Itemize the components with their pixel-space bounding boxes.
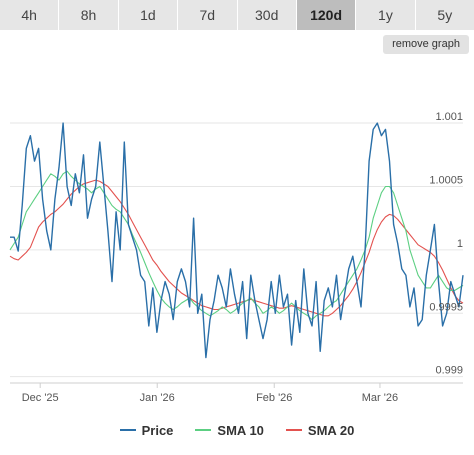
y-tick-label: 0.999 [435, 365, 463, 377]
legend-item-sma-20[interactable]: SMA 20 [285, 420, 355, 440]
y-tick-label: 1.0005 [429, 174, 463, 186]
x-axis: Dec '25 Jan '26 Feb '26 Mar '26 [10, 382, 463, 404]
series-line-sma-20 [9, 179, 464, 317]
y-tick-label: 1 [457, 238, 463, 250]
series-line-sma-10 [9, 170, 464, 321]
legend-swatch [119, 429, 136, 431]
series-layer [9, 122, 464, 359]
timeframe-tabs: 4h 8h 1d 7d 30d 120d 1y 5y [0, 0, 474, 30]
tab-30d[interactable]: 30d [237, 0, 297, 30]
tab-5y[interactable]: 5y [415, 0, 474, 30]
tab-1y[interactable]: 1y [356, 0, 416, 30]
x-tick-label: Mar '26 [362, 392, 398, 404]
x-tick-label: Dec '25 [22, 392, 59, 404]
legend-label: SMA 10 [217, 422, 264, 438]
y-axis: 1.001 1.0005 1 0.9995 0.999 [429, 111, 463, 377]
remove-graph-button[interactable]: remove graph [383, 35, 469, 54]
legend-item-sma-10[interactable]: SMA 10 [195, 420, 264, 440]
price-chart: Dec '25 Jan '26 Feb '26 Mar '26 1.001 1.0005… [9, 111, 464, 404]
tab-8h[interactable]: 8h [59, 0, 119, 30]
x-tick-label: Feb '26 [256, 392, 292, 404]
legend-swatch [195, 429, 212, 431]
legend-label: SMA 20 [307, 422, 355, 438]
chart-grid [10, 122, 463, 378]
legend-label: Price [141, 422, 174, 438]
tab-120d[interactable]: 120d [296, 0, 357, 30]
tab-4h[interactable]: 4h [0, 0, 60, 30]
x-tick-label: Jan '26 [140, 392, 175, 404]
y-tick-label: 1.001 [435, 111, 463, 123]
chart-legend: Price SMA 10 SMA 20 [0, 420, 474, 440]
tab-1d[interactable]: 1d [118, 0, 179, 30]
y-tick-label: 0.9995 [429, 301, 463, 313]
legend-swatch [285, 429, 302, 431]
series-line-price [10, 122, 464, 359]
legend-item-price[interactable]: Price [119, 420, 174, 440]
tab-7d[interactable]: 7d [178, 0, 238, 30]
